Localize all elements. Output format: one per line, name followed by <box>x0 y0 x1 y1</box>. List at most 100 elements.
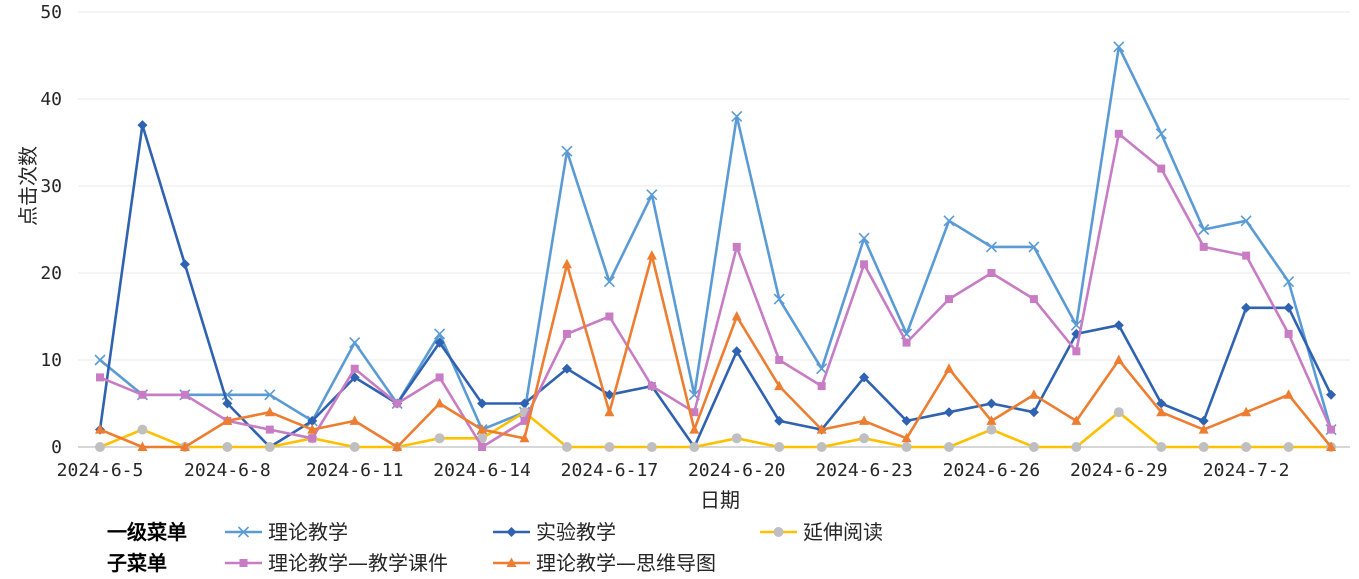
series-5-point <box>1241 406 1252 417</box>
series-1-point <box>858 232 870 244</box>
series-2-point <box>477 398 488 409</box>
series-2-point <box>774 415 785 426</box>
series-5-point <box>689 424 700 434</box>
series-2-point <box>561 363 572 374</box>
series-3-point <box>1156 442 1167 452</box>
series-1-point <box>1113 41 1125 53</box>
series-3-point <box>1113 407 1124 418</box>
series-2-point <box>944 407 954 418</box>
y-axis-ticks: 0 10 20 30 40 50 <box>40 2 62 458</box>
series-2-point <box>434 337 445 348</box>
series-1-point <box>434 328 446 340</box>
series-3-point <box>731 433 742 444</box>
series-5-point <box>1071 415 1082 425</box>
series-1-point <box>1155 128 1167 140</box>
series-2-point <box>1283 302 1294 313</box>
x-tick-label: 2024-6-20 <box>688 460 786 481</box>
series-5-point <box>1113 354 1124 364</box>
x-axis-ticks: 2024-6-5 2024-6-8 2024-6-11 2024-6-14 2024-6… <box>57 460 1290 481</box>
legend-item: 理论教学—教学课件 <box>225 551 448 575</box>
series-4-point <box>138 390 147 399</box>
series-1-line <box>99 45 1333 431</box>
legend-label: 理论教学—思维导图 <box>536 551 716 575</box>
legend-label: 理论教学—教学课件 <box>268 551 448 575</box>
series-2-point <box>731 346 742 357</box>
series-1-point <box>773 293 785 305</box>
series-3-point <box>1198 442 1209 452</box>
series-2-line <box>98 123 1333 449</box>
series-2-point <box>1198 415 1209 426</box>
series-4-point <box>478 443 487 451</box>
series-5-point <box>519 432 530 443</box>
series-4-point <box>732 242 741 251</box>
series-4-point <box>1157 164 1166 173</box>
legend-group-title: 一级菜单 <box>107 520 187 544</box>
series-2-point <box>1028 407 1039 418</box>
series-3-point <box>901 442 912 452</box>
legend-swatch-marker <box>773 527 784 537</box>
series-5-line <box>99 254 1333 449</box>
series-5-point <box>986 415 997 425</box>
series-4-point <box>1327 425 1336 434</box>
series-4-point <box>393 399 402 408</box>
legend-row: 子菜单 理论教学—教学课件 理论教学—思维导图 <box>107 551 716 575</box>
series-5-point <box>731 311 742 321</box>
series-layer <box>94 41 1337 452</box>
series-3-point <box>646 442 657 452</box>
series-3-point <box>859 433 870 444</box>
series-2-point <box>1156 398 1167 409</box>
series-4-point <box>647 382 656 391</box>
series-5-point <box>1198 424 1209 434</box>
series-5-point <box>264 406 275 417</box>
series-4-point <box>817 382 826 391</box>
legend-item: 实验教学 <box>493 520 616 544</box>
series-2-point <box>307 415 318 426</box>
series-5-point <box>901 432 912 443</box>
y-tick-label: 10 <box>40 350 62 371</box>
series-4-point <box>1029 295 1038 304</box>
y-tick-label: 30 <box>40 176 62 197</box>
series-2-point <box>179 259 190 270</box>
y-tick-label: 40 <box>40 89 62 110</box>
x-axis-title: 日期 <box>700 488 740 512</box>
series-4-point <box>945 295 953 304</box>
series-2-point <box>137 120 148 131</box>
series-4-point <box>690 408 699 417</box>
series-5-point <box>646 250 657 260</box>
legend-label: 延伸阅读 <box>803 520 883 544</box>
series-2-point <box>859 372 870 383</box>
series-2-point <box>519 398 530 409</box>
legend-swatch-marker <box>506 527 517 537</box>
y-tick-label: 20 <box>40 263 62 284</box>
series-5-point <box>349 415 360 425</box>
x-tick-label: 2024-6-5 <box>57 460 144 481</box>
series-3-point <box>95 442 105 452</box>
series-3-point <box>1071 442 1082 452</box>
series-5 <box>95 250 1337 451</box>
x-tick-label: 2024-6-11 <box>306 460 404 481</box>
legend-swatch-marker <box>239 559 248 567</box>
series-1-point <box>985 241 998 253</box>
legend-item: 延伸阅读 <box>760 520 883 544</box>
series-5-point <box>392 441 403 451</box>
series-4-point <box>350 364 359 373</box>
series-5-point <box>1283 389 1294 399</box>
series-5-point <box>561 258 572 269</box>
series-1-point <box>349 337 361 349</box>
series-4-point <box>308 434 317 443</box>
series-5-point <box>477 424 488 434</box>
series-4-line <box>99 132 1333 449</box>
series-5-point <box>1028 389 1039 399</box>
legend-swatch-marker <box>237 526 250 538</box>
series-1-point <box>603 276 615 288</box>
series-4-point <box>775 356 784 364</box>
series-4-point <box>860 260 869 269</box>
legend-label: 实验教学 <box>536 520 616 544</box>
x-tick-label: 2024-6-29 <box>1070 460 1168 481</box>
series-5-point <box>1156 406 1167 417</box>
series-1-point <box>561 145 573 157</box>
series-2-point <box>1241 302 1252 313</box>
series-4-point <box>1114 129 1123 138</box>
series-4-point <box>605 312 614 321</box>
